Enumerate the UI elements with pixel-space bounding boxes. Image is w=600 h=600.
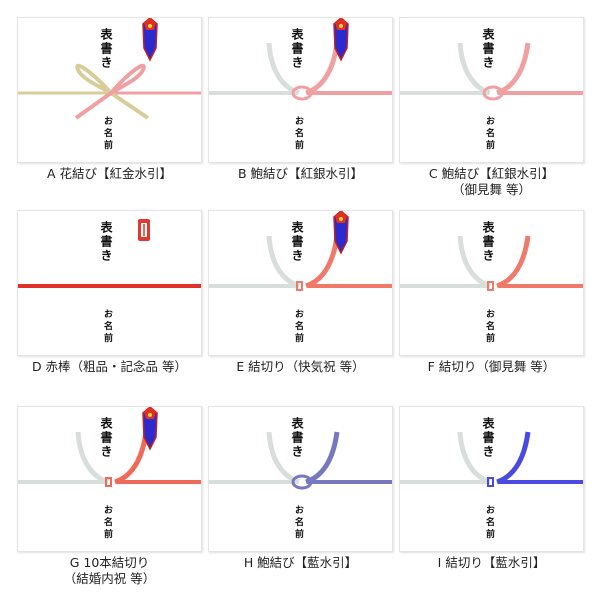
label-line: C 鮑結び【紅銀水引】 — [428, 166, 555, 181]
mizuhiki-graphic — [18, 407, 201, 487]
noshi-option-d[interactable]: 表書きお名前 D 赤棒（粗品・記念品 等） — [17, 210, 202, 375]
noshi-ornament — [142, 18, 158, 62]
awabi-knot — [291, 474, 313, 490]
noshi-ornament — [142, 407, 158, 451]
noshi-option-label[interactable]: B 鮑結び【紅銀水引】 — [208, 166, 393, 182]
label-line: E 結切り（快気祝 等） — [236, 359, 365, 374]
name-text: お名前 — [484, 309, 494, 345]
name-text: お名前 — [102, 309, 112, 345]
mizuhiki-right-arc — [496, 42, 531, 96]
label-line: （結婚内祝 等） — [63, 571, 156, 586]
mizuhiki-graphic — [209, 18, 392, 101]
mizuhiki-graphic — [400, 42, 583, 101]
label-line: F 結切り（御見舞 等） — [427, 359, 556, 374]
mizuhiki-right-arc — [114, 431, 149, 485]
omotegaki-text: 表書き — [99, 417, 113, 459]
label-line: I 結切り【藍水引】 — [437, 555, 546, 570]
noshi-option-label[interactable]: H 鮑結び【藍水引】 — [208, 555, 393, 571]
omotegaki-text: 表書き — [290, 28, 304, 70]
mizuhiki-right-arc — [305, 42, 340, 96]
mizuhiki-graphic — [209, 211, 392, 291]
bow-loop-right — [74, 63, 146, 120]
noshi-option-label[interactable]: E 結切り（快気祝 等） — [208, 359, 393, 375]
label-line: （御見舞 等） — [452, 182, 531, 197]
kiri-knot — [487, 281, 494, 291]
noshi-option-b[interactable]: 表書きお名前 B 鮑結び【紅銀水引】 — [208, 17, 393, 182]
name-text: お名前 — [102, 116, 112, 152]
red-bar — [18, 284, 201, 288]
name-text: お名前 — [293, 116, 303, 152]
name-text: お名前 — [293, 309, 303, 345]
mizuhiki-right-arc — [496, 235, 531, 289]
noshi-option-label[interactable]: G 10本結切り （結婚内祝 等） — [17, 555, 202, 587]
label-line: D 赤棒（粗品・記念品 等） — [31, 359, 188, 374]
noshi-preview-card[interactable]: 表書き お名前 — [17, 406, 202, 552]
noshi-ornament — [333, 18, 349, 62]
name-text: お名前 — [102, 505, 112, 541]
noshi-option-f[interactable]: 表書きお名前 F 結切り（御見舞 等） — [399, 210, 584, 375]
noshi-preview-card[interactable]: 表書き お名前 — [399, 210, 584, 356]
mizuhiki-right-arc — [305, 235, 340, 289]
mizuhiki-left-arc — [266, 235, 300, 289]
noshi-option-a[interactable]: 表書きお名前 A 花結び【紅金水引】 — [17, 17, 202, 182]
omotegaki-text: 表書き — [481, 221, 495, 263]
noshi-option-c[interactable]: 表書き お名前 C 鮑結び【紅銀水引】 （御見舞 等） — [399, 17, 584, 198]
label-line: H 鮑結び【藍水引】 — [243, 555, 358, 570]
label-line: G 10本結切り — [69, 555, 150, 570]
noshi-option-i[interactable]: 表書きお名前 I 結切り【藍水引】 — [399, 406, 584, 571]
noshi-stamp — [138, 219, 150, 241]
label-line: A 花結び【紅金水引】 — [46, 166, 173, 181]
noshi-option-e[interactable]: 表書きお名前 E 結切り（快気祝 等） — [208, 210, 393, 375]
noshi-preview-card[interactable]: 表書き お名前 — [399, 406, 584, 552]
mizuhiki-graphic — [209, 431, 392, 490]
awabi-knot — [291, 85, 313, 101]
omotegaki-text: 表書き — [290, 221, 304, 263]
label-line: B 鮑結び【紅銀水引】 — [237, 166, 364, 181]
mizuhiki-left-arc — [457, 235, 491, 289]
kiri-knot — [487, 477, 494, 487]
omotegaki-text: 表書き — [290, 417, 304, 459]
kiri-knot — [105, 477, 112, 487]
noshi-option-label[interactable]: C 鮑結び【紅銀水引】 （御見舞 等） — [399, 166, 584, 198]
bow-loop-left — [75, 63, 150, 120]
omotegaki-text: 表書き — [99, 28, 113, 70]
mizuhiki-left-arc — [75, 431, 109, 485]
noshi-preview-card[interactable]: 表書き お名前 — [17, 17, 202, 163]
kiri-knot — [296, 281, 303, 291]
noshi-option-label[interactable]: A 花結び【紅金水引】 — [17, 166, 202, 182]
noshi-preview-card[interactable]: 表書き お名前 — [17, 210, 202, 356]
mizuhiki-right-arc — [496, 431, 531, 485]
mizuhiki-graphic — [400, 431, 583, 487]
mizuhiki-graphic — [18, 18, 201, 120]
noshi-option-h[interactable]: 表書きお名前 H 鮑結び【藍水引】 — [208, 406, 393, 571]
omotegaki-text: 表書き — [481, 28, 495, 70]
noshi-option-label[interactable]: D 赤棒（粗品・記念品 等） — [17, 359, 202, 375]
noshi-preview-card[interactable]: 表書き お名前 — [399, 17, 584, 163]
omotegaki-text: 表書き — [481, 417, 495, 459]
name-text: お名前 — [484, 505, 494, 541]
mizuhiki-right-arc — [305, 431, 340, 485]
noshi-preview-card[interactable]: 表書き お名前 — [208, 210, 393, 356]
omotegaki-text: 表書き — [99, 221, 113, 263]
noshi-preview-card[interactable]: 表書き お名前 — [208, 406, 393, 552]
noshi-preview-card[interactable]: 表書き お名前 — [208, 17, 393, 163]
awabi-knot — [482, 85, 504, 101]
mizuhiki-left-arc — [457, 431, 491, 485]
mizuhiki-graphic — [400, 235, 583, 291]
noshi-option-label[interactable]: F 結切り（御見舞 等） — [399, 359, 584, 375]
noshi-option-g[interactable]: 表書き お名前 G 10本結切り （結婚内祝 等） — [17, 406, 202, 587]
mizuhiki-graphic — [18, 219, 201, 288]
name-text: お名前 — [484, 116, 494, 152]
noshi-ornament — [333, 211, 349, 255]
name-text: お名前 — [293, 505, 303, 541]
noshi-option-label[interactable]: I 結切り【藍水引】 — [399, 555, 584, 571]
